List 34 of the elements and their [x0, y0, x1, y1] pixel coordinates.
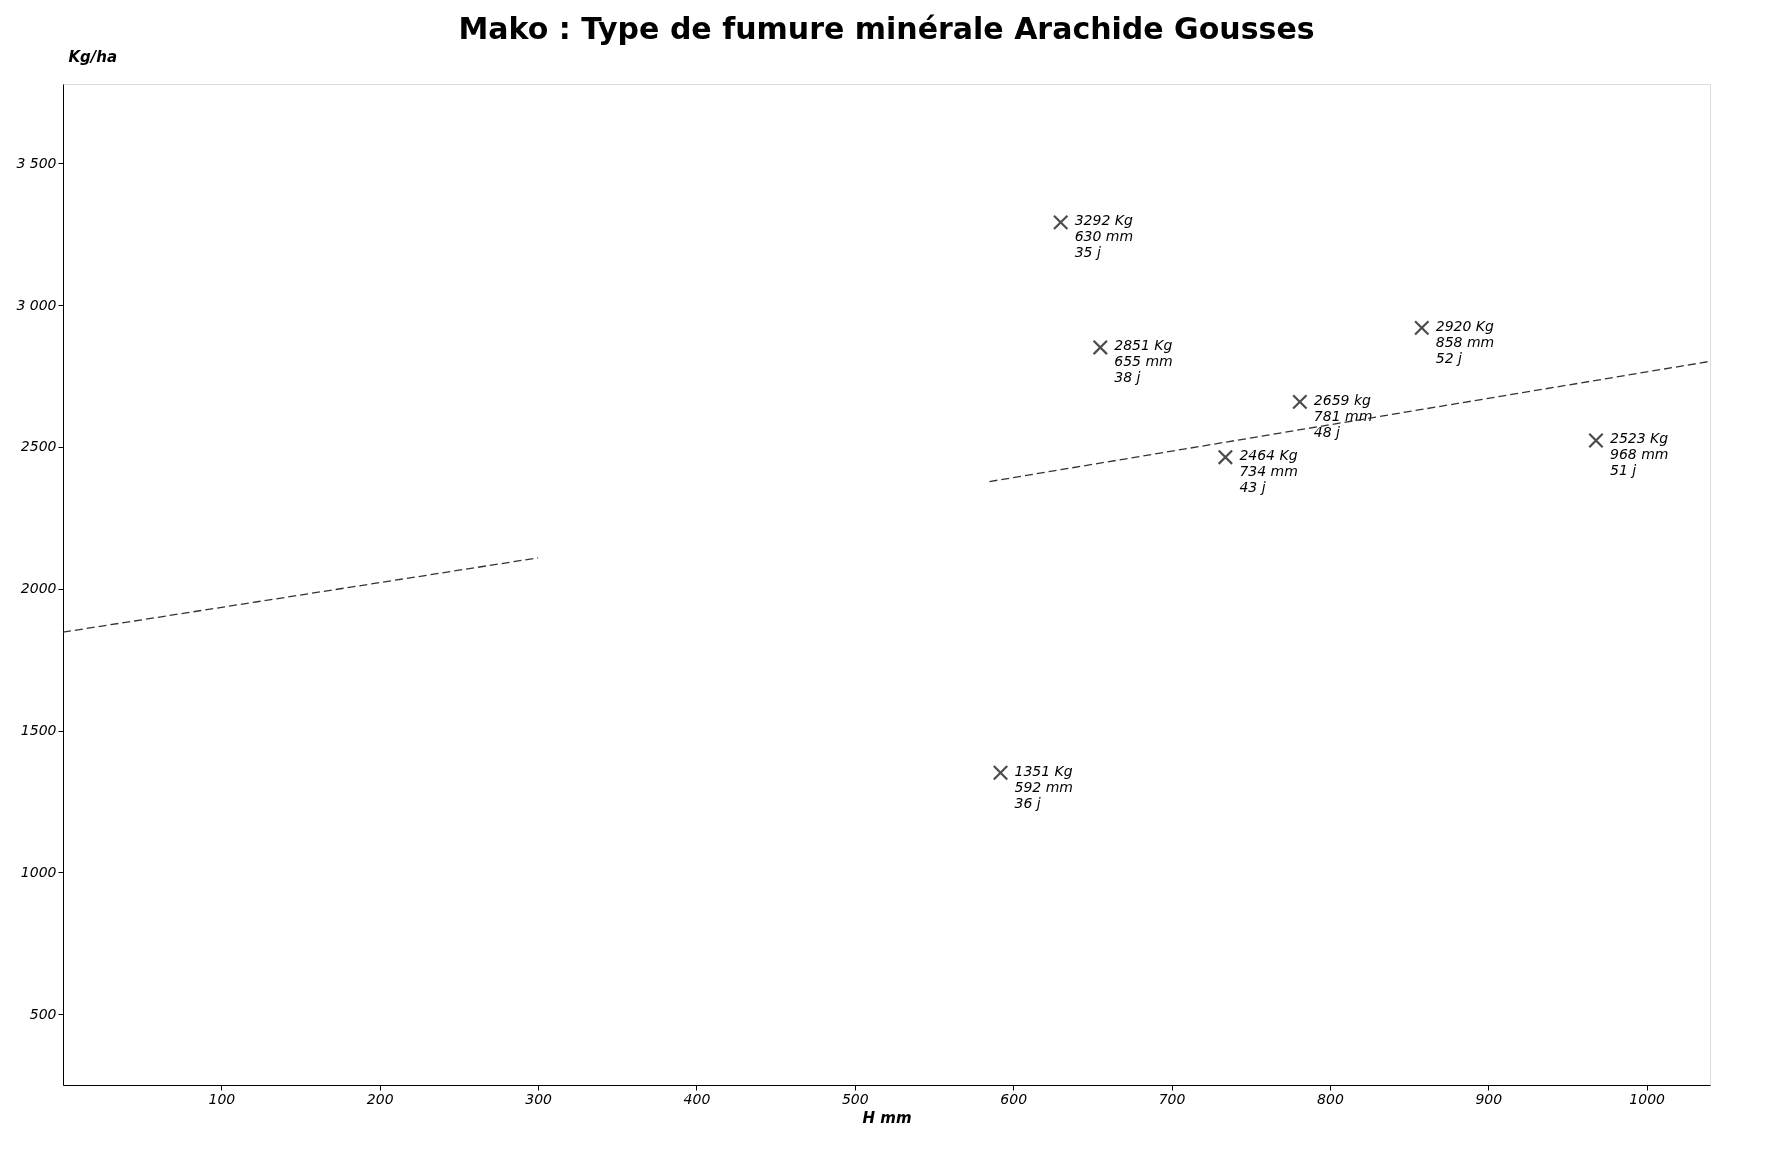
point — [1292, 394, 1308, 410]
data-label: 2851 Kg 655 mm 38 j — [1114, 337, 1173, 386]
x-tick-label: 200 — [366, 1090, 394, 1107]
x-tick-label: 900 — [1475, 1090, 1503, 1107]
point — [1217, 449, 1234, 465]
x-tick-label: 600 — [1000, 1090, 1028, 1107]
y-tick-label: 1500 — [20, 722, 57, 739]
point — [1052, 214, 1069, 231]
y-tick-label: 1000 — [20, 863, 57, 880]
data-label: 3292 Kg 630 mm 35 j — [1074, 212, 1134, 261]
y-tick-label: 3 500 — [16, 154, 57, 171]
x-tick-label: 300 — [525, 1090, 553, 1107]
x-tick-label: 1000 — [1629, 1090, 1666, 1107]
x-tick-label: 500 — [841, 1090, 869, 1107]
point — [992, 764, 1009, 781]
y-tick-label: 500 — [29, 1005, 57, 1022]
data-label: 2659 kg 781 mm 48 j — [1313, 391, 1373, 440]
y-axis-title: Kg/ha — [68, 47, 118, 66]
y-tick-label: 3 000 — [16, 296, 57, 313]
point — [1092, 339, 1109, 356]
data-label: 1351 Kg 592 mm 36 j — [1014, 762, 1073, 811]
x-tick-label: 800 — [1317, 1090, 1344, 1107]
point — [1588, 432, 1604, 449]
data-label: 2920 Kg 858 mm 52 j — [1435, 317, 1495, 366]
x-tick-label: 700 — [1158, 1090, 1186, 1107]
x-axis-title: H mm — [862, 1108, 912, 1127]
data-label: 2523 Kg 968 mm 51 j — [1609, 430, 1669, 479]
y-tick-label: 2500 — [20, 438, 57, 455]
chart-title: Mako : Type de fumure minérale Arachide Gousses — [458, 11, 1315, 46]
y-tick-label: 2000 — [20, 580, 57, 597]
x-tick-label: 400 — [683, 1090, 711, 1107]
x-tick-label: 100 — [208, 1090, 236, 1107]
data-label: 2464 Kg 734 mm 43 j — [1239, 447, 1298, 496]
point — [1413, 320, 1430, 336]
